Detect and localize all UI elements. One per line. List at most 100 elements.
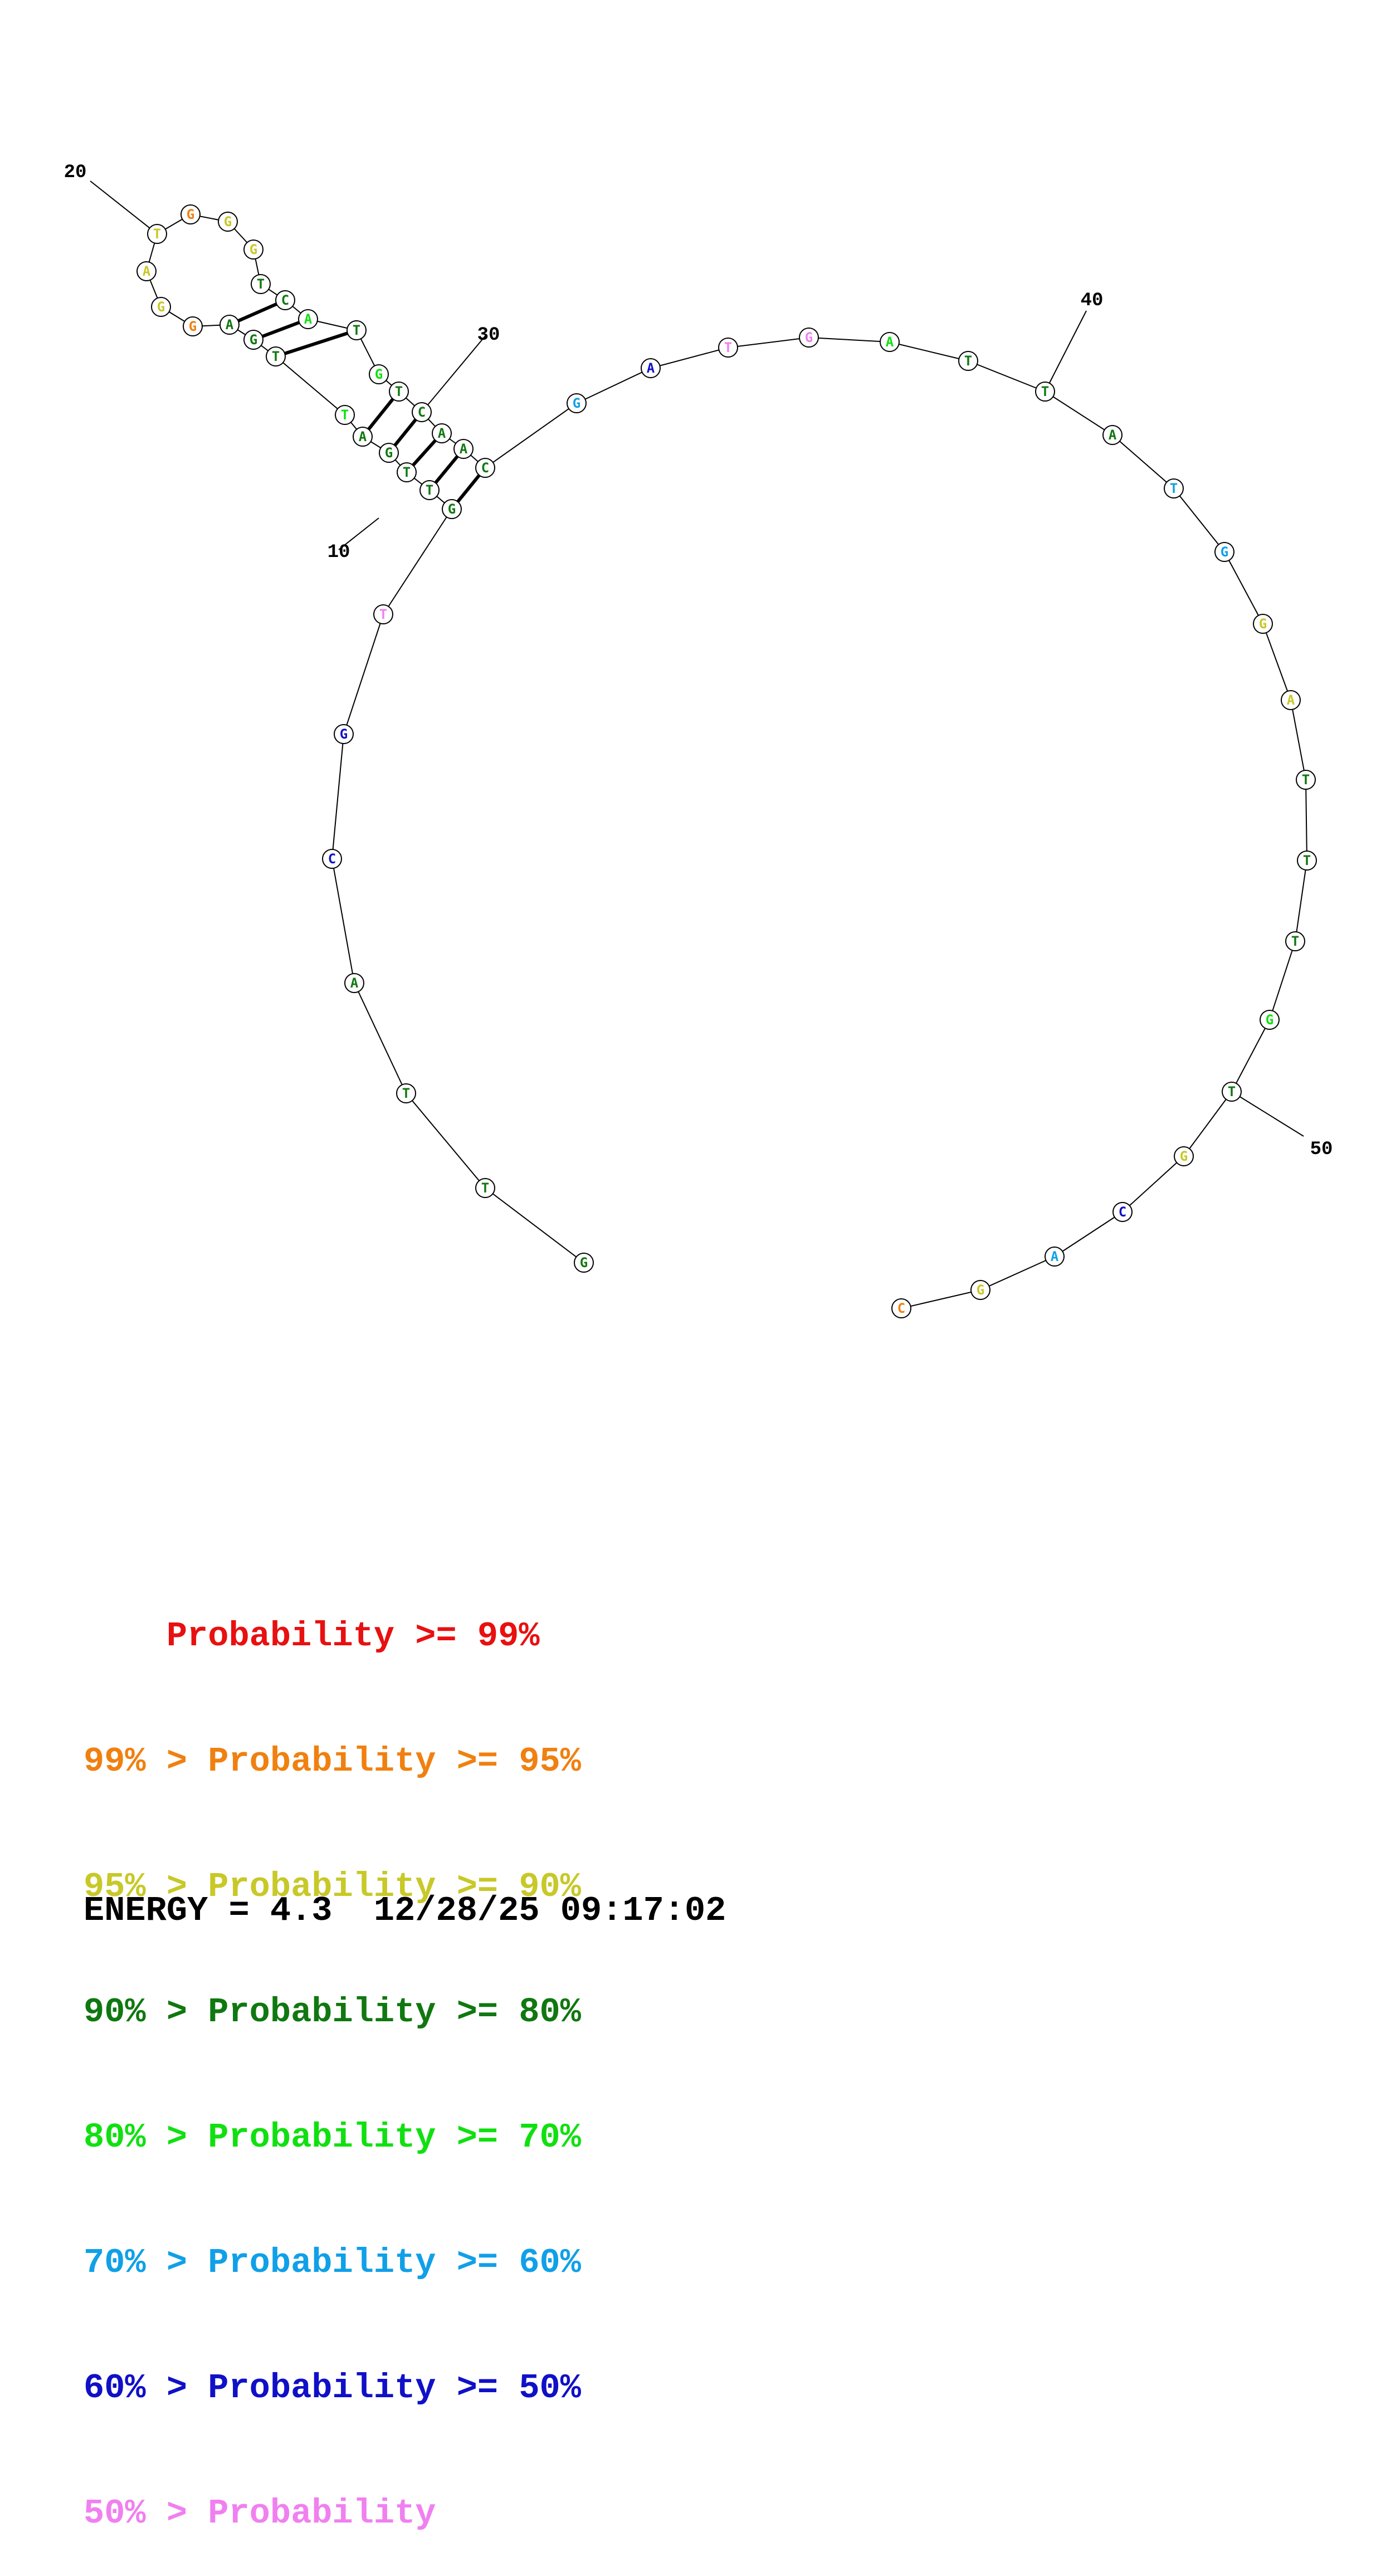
nucleotide-43: G (1214, 542, 1234, 562)
nucleotide-circle (1222, 1082, 1242, 1102)
nucleotide-circle (136, 261, 157, 281)
nucleotide-base: G (385, 445, 393, 461)
backbone-segment (1224, 551, 1263, 624)
nucleotide-base: G (157, 299, 165, 315)
backbone-segment (275, 356, 345, 416)
backbone-segment (808, 337, 890, 343)
backbone-segment (980, 1256, 1055, 1291)
nucleotide-circle (958, 351, 978, 371)
position-tick-40 (1045, 310, 1087, 392)
nucleotide-circle (147, 224, 167, 244)
position-label-20: 20 (64, 162, 87, 183)
backbone-segment (650, 347, 729, 369)
nucleotide-base: T (379, 607, 387, 622)
backbone-segment (968, 360, 1046, 392)
base-pair-bond (261, 321, 300, 338)
nucleotide-base: T (403, 465, 411, 480)
nucleotide-46: T (1296, 770, 1316, 790)
backbone-segment (343, 614, 384, 735)
nucleotide-base: C (418, 404, 426, 420)
nucleotide-53: A (1045, 1247, 1065, 1267)
nucleotide-34: G (567, 393, 587, 413)
nucleotide-base: G (1180, 1148, 1188, 1164)
nucleotide-circle (151, 297, 171, 317)
nucleotide-base: T (724, 340, 732, 355)
base-pair-bond (237, 302, 277, 322)
nucleotide-circle (183, 316, 203, 336)
nucleotide-44: G (1253, 614, 1273, 634)
position-tick-10 (338, 517, 379, 550)
nucleotide-circle (442, 499, 462, 519)
nucleotide-circle (298, 309, 318, 329)
nucleotide-circle (641, 358, 661, 378)
nucleotide-8: G (442, 499, 462, 519)
nucleotide-13: T (335, 405, 355, 425)
nucleotide-circle (322, 849, 342, 869)
nucleotide-26: A (298, 309, 318, 329)
nucleotide-circle (453, 439, 474, 459)
nucleotide-base: T (153, 226, 161, 242)
position-label-10: 10 (328, 542, 350, 563)
nucleotide-base: A (1109, 427, 1117, 443)
legend-row-70: 80% > Probability >= 70% (84, 2116, 581, 2158)
nucleotide-base: T (481, 1180, 489, 1196)
nucleotide-base: G (580, 1255, 588, 1270)
backbone-segment (1173, 488, 1225, 553)
nucleotide-circle (891, 1298, 911, 1318)
nucleotide-base: T (257, 276, 265, 292)
nucleotide-base: A (304, 311, 313, 327)
nucleotide-1: G (574, 1253, 594, 1273)
nucleotide-base: C (481, 460, 489, 476)
nucleotide-base: C (897, 1301, 905, 1316)
nucleotide-7: T (373, 604, 393, 624)
legend-prefix: 70% > (84, 2243, 208, 2282)
legend-row-95: 99% > Probability >= 95% (84, 1741, 581, 1782)
legend-text: Probability (208, 2494, 436, 2533)
nucleotide-49: G (1260, 1010, 1280, 1030)
nucleotide-circle (397, 462, 417, 482)
nucleotide-14: T (266, 346, 286, 366)
backbone-segment (889, 341, 969, 361)
nucleotide-base: T (1291, 933, 1299, 949)
nucleotide-6: G (334, 724, 354, 744)
nucleotide-22: G (218, 212, 238, 232)
nucleotide-circle (389, 382, 409, 402)
legend-prefix (84, 1616, 167, 1656)
nucleotide-base: G (1221, 544, 1228, 560)
nucleotide-circle (218, 212, 238, 232)
backbone-segment (354, 983, 407, 1094)
legend-row-below-50: 50% > Probability (84, 2492, 581, 2534)
nucleotide-circle (347, 320, 367, 340)
nucleotide-circle (219, 315, 240, 335)
legend-prefix: 90% > (84, 1992, 208, 2032)
nucleotide-circle (369, 364, 389, 384)
backbone-segment (728, 337, 809, 348)
backbone-segment (1269, 941, 1296, 1020)
legend-text: Probability >= 95% (208, 1742, 581, 1781)
nucleotide-circle (1102, 425, 1123, 445)
nucleotide-circle (1164, 478, 1184, 498)
nucleotide-23: G (243, 239, 263, 260)
nucleotide-37: G (799, 328, 819, 348)
position-label-40: 40 (1081, 290, 1104, 311)
backbone-segment (1295, 860, 1307, 942)
nucleotide-circle (353, 427, 373, 447)
nucleotide-circle (799, 328, 819, 348)
nucleotide-18: G (151, 297, 171, 317)
legend-row-50: 60% > Probability >= 50% (84, 2367, 581, 2409)
nucleotide-base: A (886, 334, 894, 350)
position-tick-30 (421, 335, 486, 413)
backbone-segment (1305, 779, 1307, 861)
nucleotide-base: G (1259, 616, 1267, 632)
backbone-segment (1122, 1156, 1184, 1213)
nucleotide-9: T (419, 480, 440, 500)
nucleotide-circle (574, 1253, 594, 1273)
legend-row-90: 95% > Probability >= 90% (84, 1866, 581, 1908)
nucleotide-24: T (251, 274, 271, 294)
nucleotide-base: T (1302, 772, 1310, 788)
nucleotide-36: T (718, 338, 738, 358)
nucleotide-circle (180, 204, 201, 224)
nucleotide-circle (475, 458, 495, 478)
nucleotide-base: G (573, 395, 580, 411)
